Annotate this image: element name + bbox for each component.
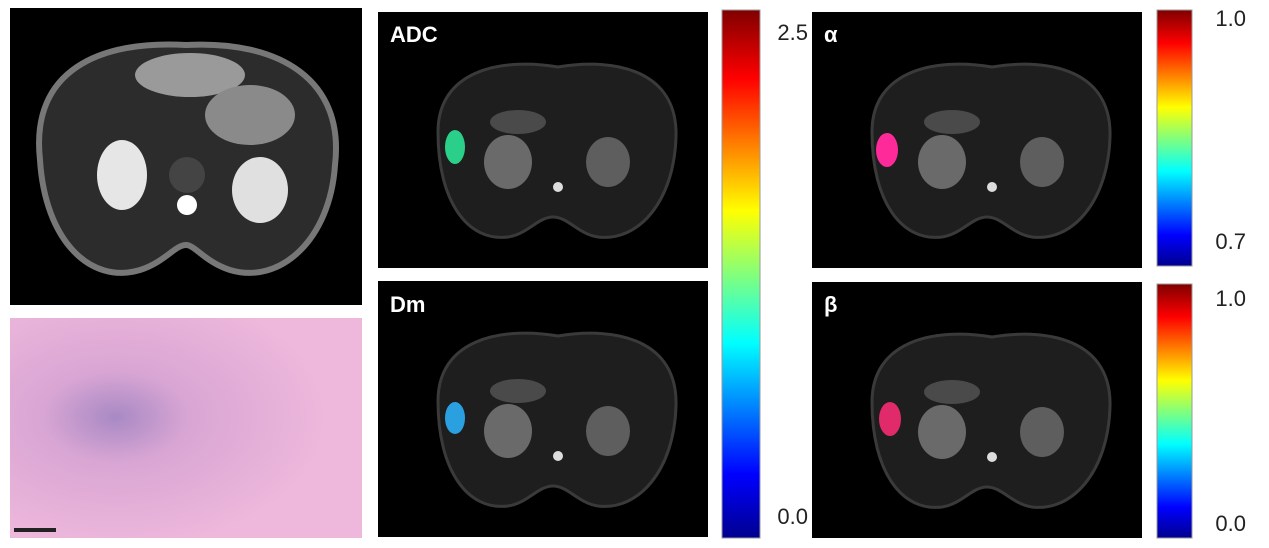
colorbar-max: 2.5: [777, 20, 808, 45]
alpha-overlay: [876, 133, 898, 167]
panel-label: β: [824, 292, 837, 317]
adc-overlay: [445, 130, 465, 164]
dm-overlay: [445, 402, 465, 434]
dm-image: [376, 279, 710, 539]
colorbar-min: 0.7: [1215, 229, 1246, 254]
colorbar: [1156, 9, 1193, 267]
panel-label: ADC: [390, 22, 438, 47]
beta-image: [810, 280, 1144, 540]
panel-label: Dm: [390, 292, 425, 317]
mri-image: [10, 8, 362, 305]
colorbar-max: 1.0: [1215, 6, 1246, 31]
colorbar: [1156, 283, 1193, 539]
colorbar: [721, 9, 761, 539]
panel-label: α: [824, 22, 838, 47]
histology-image: [10, 318, 362, 538]
colorbar-min: 0.0: [777, 504, 808, 529]
colorbar-max: 1.0: [1215, 286, 1246, 311]
alpha-image: [810, 10, 1144, 270]
adc-image: [376, 10, 710, 270]
beta-overlay: [879, 402, 901, 436]
colorbar-min: 0.0: [1215, 511, 1246, 536]
